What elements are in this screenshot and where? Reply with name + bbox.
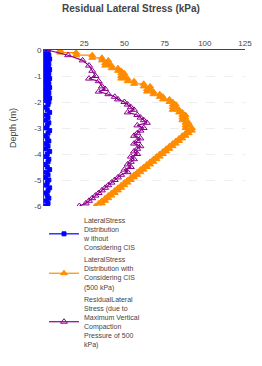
svg-text:50: 50: [120, 39, 129, 48]
svg-text:-2: -2: [34, 98, 42, 107]
svg-text:Residual Lateral Stress (kPa): Residual Lateral Stress (kPa): [62, 3, 200, 14]
svg-text:-4: -4: [34, 150, 42, 159]
svg-text:100: 100: [198, 39, 212, 48]
svg-text:Depth (m): Depth (m): [8, 108, 18, 148]
svg-text:0: 0: [37, 46, 42, 55]
svg-text:125: 125: [238, 39, 252, 48]
svg-text:-1: -1: [34, 72, 42, 81]
svg-text:LateralStressDistribution with: LateralStressDistribution withConsiderin…: [84, 256, 135, 291]
svg-text:LateralStressDistributionw ith: LateralStressDistributionw ithoutConside…: [83, 217, 135, 252]
svg-text:ResidualLateralStress (due toM: ResidualLateralStress (due toMaximum Ver…: [84, 296, 140, 350]
svg-text:-3: -3: [34, 124, 42, 133]
svg-text:-6: -6: [34, 202, 42, 211]
svg-text:-5: -5: [34, 176, 42, 185]
svg-text:75: 75: [160, 39, 169, 48]
svg-text:25: 25: [80, 39, 89, 48]
